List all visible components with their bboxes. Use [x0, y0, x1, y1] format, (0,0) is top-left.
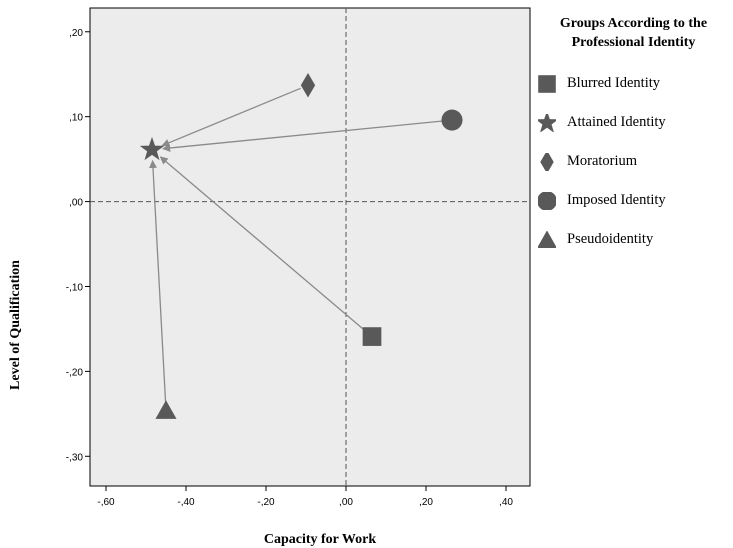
legend-title: Groups According to the Professional Ide… — [559, 16, 708, 50]
legend-marker-triangle — [538, 230, 556, 248]
y-tick-label: ,20 — [69, 28, 83, 39]
y-tick-label: ,10 — [69, 113, 83, 124]
y-axis-title: Level of Qualification — [8, 260, 23, 390]
arrow-moratorium — [161, 87, 301, 147]
y-tick-label: -,10 — [66, 282, 84, 293]
y-axis: ,20 ,10 ,00 -,10 -,20 -,30 — [66, 28, 90, 463]
legend-item-moratorium: Moratorium — [534, 142, 733, 181]
x-tick-label: ,40 — [499, 497, 513, 508]
point-imposed-identity — [441, 109, 463, 131]
legend-label: Attained Identity — [567, 114, 666, 130]
y-tick-label: ,00 — [69, 198, 83, 209]
legend-marker-square — [538, 74, 556, 93]
x-tick-label: ,20 — [419, 497, 433, 508]
arrow-imposed-identity — [162, 120, 445, 152]
point-attained-identity — [139, 137, 165, 161]
point-blurred-identity — [362, 327, 382, 346]
legend-item-imposed-identity: Imposed Identity — [534, 181, 733, 220]
legend-item-pseudoidentity: Pseudoidentity — [534, 220, 733, 259]
legend-marker-circle — [538, 191, 556, 210]
y-tick-label: -,30 — [66, 452, 84, 463]
arrows — [148, 87, 445, 403]
point-pseudoidentity — [155, 400, 177, 419]
arrow-pseudoidentity — [148, 159, 167, 403]
legend-label: Blurred Identity — [567, 75, 661, 91]
legend-star-shape — [538, 113, 556, 132]
legend-diamond-shape — [540, 152, 554, 171]
x-axis: -,60 -,40 -,20 ,00 ,20 ,40 — [97, 486, 513, 508]
legend-label: Moratorium — [567, 153, 638, 169]
x-tick-label: -,60 — [97, 497, 115, 508]
legend-marker-star — [538, 113, 556, 132]
legend-list: Blurred Identity Attained Identity Morator… — [534, 64, 733, 259]
legend-label: Pseudoidentity — [567, 231, 654, 247]
legend-item-attained-identity: Attained Identity — [534, 103, 733, 142]
legend-square-shape — [538, 74, 556, 93]
x-tick-label: -,40 — [177, 497, 195, 508]
y-tick-label: -,20 — [66, 367, 84, 378]
legend: Groups According to the Professional Ide… — [534, 14, 733, 259]
x-tick-label: -,20 — [257, 497, 275, 508]
point-moratorium — [300, 73, 316, 98]
legend-label: Imposed Identity — [567, 192, 666, 208]
legend-circle-shape — [538, 191, 556, 210]
reference-lines — [90, 8, 530, 486]
x-axis-title: Capacity for Work — [264, 532, 376, 547]
x-tick-label: ,00 — [339, 497, 353, 508]
arrow-blurred-identity — [159, 156, 367, 332]
legend-item-blurred-identity: Blurred Identity — [534, 64, 733, 103]
legend-marker-diamond — [540, 152, 554, 171]
legend-triangle-shape — [538, 230, 556, 248]
data-points — [139, 73, 463, 419]
